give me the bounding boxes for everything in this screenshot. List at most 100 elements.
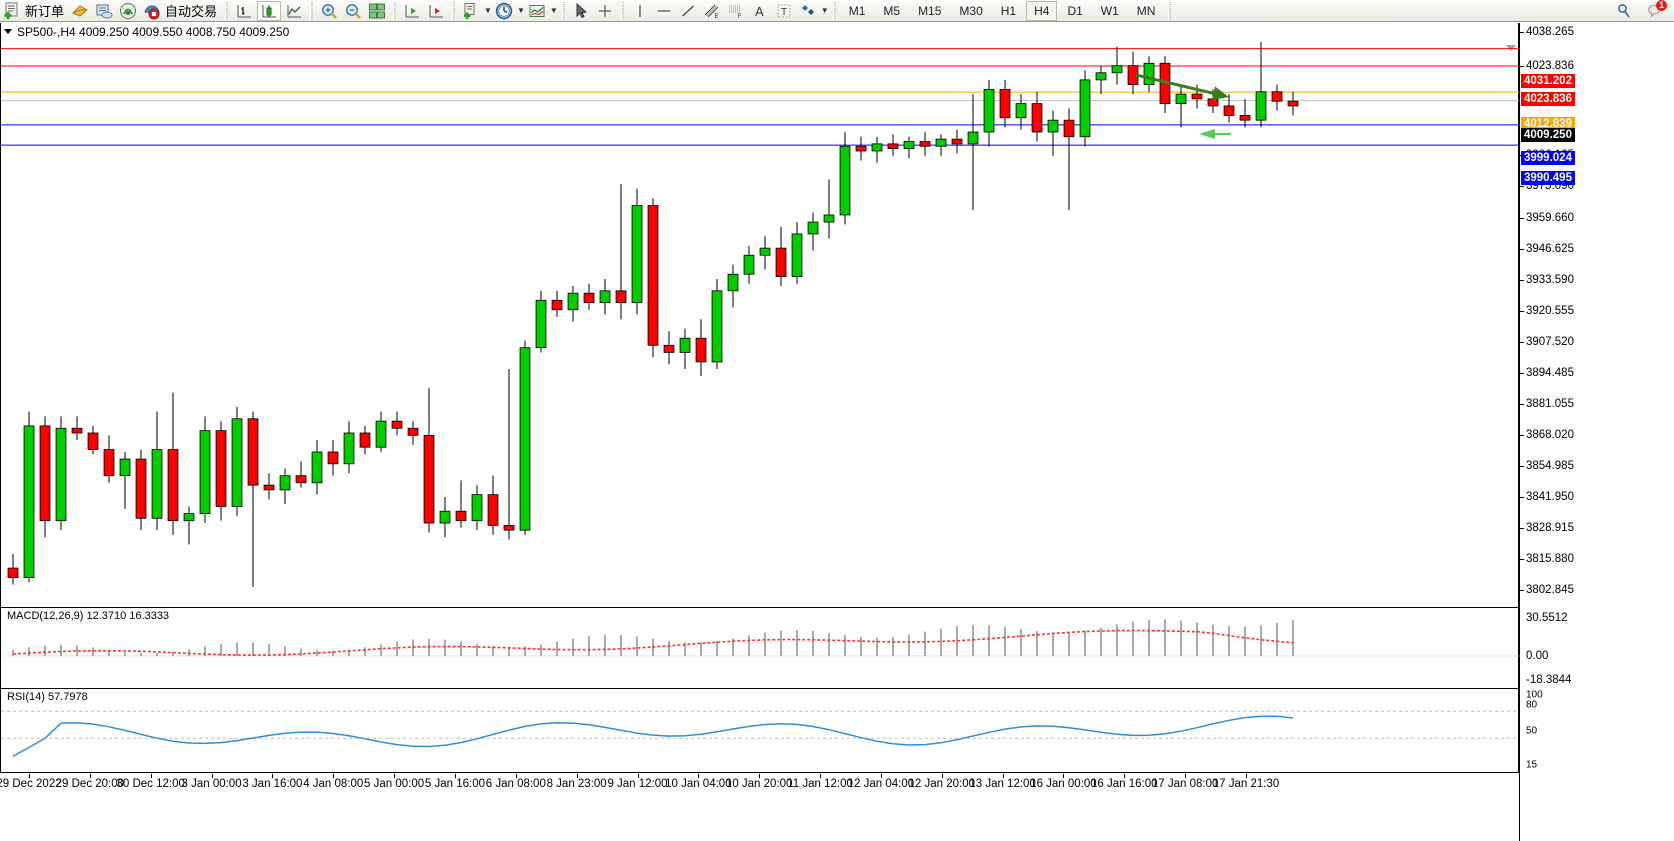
candle-body xyxy=(647,205,659,346)
macd-histogram-bar xyxy=(1100,627,1102,656)
search-icon[interactable] xyxy=(1613,1,1635,21)
symbols-icon[interactable] xyxy=(366,1,388,21)
price-axis-tick xyxy=(1520,372,1524,374)
candle-body xyxy=(343,432,355,465)
new-order-label[interactable]: 新订单 xyxy=(25,4,65,19)
chevron-down-icon[interactable]: ▼ xyxy=(516,6,525,15)
macd-histogram-bar xyxy=(380,644,382,656)
cursor-icon[interactable] xyxy=(570,1,592,21)
macd-histogram-bar xyxy=(636,636,638,656)
candle-body xyxy=(407,427,419,436)
macd-histogram-bar xyxy=(860,636,862,656)
candle-body xyxy=(247,418,259,486)
candle-body xyxy=(1223,105,1235,116)
time-axis-label: 29 Dec 2022 xyxy=(0,778,62,790)
scroll-start-icon[interactable] xyxy=(401,1,423,21)
timeframe-mn[interactable]: MN xyxy=(1136,3,1156,18)
time-axis-tick xyxy=(637,774,639,778)
macd-pane[interactable]: MACD(12,26,9) 12.3710 16.3333 xyxy=(1,607,1520,687)
objects-icon[interactable] xyxy=(797,1,819,21)
trendline-icon[interactable] xyxy=(677,1,699,21)
macd-plot xyxy=(1,619,1520,657)
candle-body xyxy=(855,145,867,152)
indicators-icon[interactable] xyxy=(526,1,548,21)
candle-body xyxy=(391,420,403,429)
signals-icon[interactable] xyxy=(117,1,139,21)
autotrading-icon[interactable] xyxy=(141,1,163,21)
macd-histogram-bar xyxy=(220,643,222,656)
chevron-down-icon[interactable]: ▼ xyxy=(549,6,558,15)
macd-histogram-bar xyxy=(1260,625,1262,656)
price-axis-highlight-label[interactable]: 3999.024 xyxy=(1521,151,1575,165)
main-toolbar[interactable]: 新订单 自动交易 xyxy=(0,0,1674,22)
alerts-icon[interactable]: 1 xyxy=(1644,0,1667,21)
candlestick-chart-icon[interactable] xyxy=(257,0,282,21)
scroll-end-icon[interactable] xyxy=(425,1,447,21)
time-axis-tick xyxy=(1185,774,1187,778)
period-icon[interactable] xyxy=(493,1,515,21)
svg-text:F: F xyxy=(737,14,741,20)
timeframe-h1[interactable]: H1 xyxy=(1000,3,1017,18)
autotrading-label[interactable]: 自动交易 xyxy=(165,4,218,19)
timeframe-w1[interactable]: W1 xyxy=(1100,3,1119,18)
crosshair-icon[interactable] xyxy=(594,1,616,21)
time-axis-tick xyxy=(394,774,396,778)
candle-body xyxy=(199,430,211,514)
chart-plot-border: MACD(12,26,9) 12.3710 16.3333 RSI(14) 57… xyxy=(0,23,1520,790)
price-pointer-arrow[interactable] xyxy=(1199,129,1231,139)
macd-histogram-bar xyxy=(284,646,286,656)
price-axis-highlight-label[interactable]: 4009.250 xyxy=(1521,128,1575,142)
price-axis-label: 3907.520 xyxy=(1526,335,1574,348)
macd-histogram-bar xyxy=(956,626,958,656)
zoom-out-icon[interactable] xyxy=(342,1,364,21)
rsi-axis-label: 100 xyxy=(1526,689,1543,701)
chart-scroll-marker[interactable] xyxy=(1506,45,1516,51)
price-pane[interactable] xyxy=(1,23,1520,606)
horizontal-line-icon[interactable] xyxy=(653,1,675,21)
price-axis-label: 4023.836 xyxy=(1526,60,1574,73)
text-icon[interactable]: T xyxy=(773,1,795,21)
macd-histogram-bar xyxy=(268,643,270,656)
timeframe-m1[interactable]: M1 xyxy=(848,3,866,18)
line-chart-icon[interactable] xyxy=(283,1,305,21)
equidistant-channel-icon[interactable]: E xyxy=(701,1,723,21)
candle-body xyxy=(999,88,1011,119)
time-axis-tick xyxy=(211,774,213,778)
price-axis-highlight-label[interactable]: 4031.202 xyxy=(1521,74,1575,88)
chevron-down-icon[interactable] xyxy=(4,29,12,34)
down-trend-arrow[interactable] xyxy=(1135,73,1229,101)
rsi-pane[interactable]: RSI(14) 57.7978 xyxy=(1,688,1520,773)
candle-body xyxy=(455,510,467,522)
candle-body xyxy=(7,567,19,578)
time-axis-label: 17 Jan 08:00 xyxy=(1151,778,1219,790)
data-window-icon[interactable] xyxy=(93,1,115,21)
chevron-down-icon[interactable]: ▼ xyxy=(820,6,829,15)
price-axis-label: 3868.020 xyxy=(1526,429,1574,442)
text-label-icon[interactable]: A xyxy=(749,1,771,21)
templates-icon[interactable] xyxy=(460,1,482,21)
macd-histogram-bar xyxy=(588,636,590,656)
chart-window[interactable]: SP500-,H4 4009.250 4009.550 4008.750 400… xyxy=(0,22,1674,841)
timeframe-m5[interactable]: M5 xyxy=(883,3,901,18)
price-axis-highlight-label[interactable]: 3990.495 xyxy=(1521,171,1575,185)
vertical-line-icon[interactable] xyxy=(629,1,651,21)
expert-advisor-icon[interactable] xyxy=(69,1,91,21)
time-axis-label: 5 Jan 16:00 xyxy=(424,778,485,790)
bar-chart-icon[interactable] xyxy=(233,1,255,21)
timeframe-m15[interactable]: M15 xyxy=(918,3,942,18)
macd-histogram-bar xyxy=(1148,619,1150,656)
timeframe-h4[interactable]: H4 xyxy=(1026,0,1058,21)
price-axis-highlight-label[interactable]: 4012.839 xyxy=(1521,117,1575,131)
macd-histogram-bar xyxy=(844,635,846,656)
timeframe-m30[interactable]: M30 xyxy=(959,3,983,18)
price-axis[interactable]: 4038.2654023.8363986.1253973.0903959.660… xyxy=(1519,23,1674,841)
candle-body xyxy=(759,247,771,256)
new-order-icon[interactable] xyxy=(1,1,23,21)
timeframe-d1[interactable]: D1 xyxy=(1067,3,1083,18)
fibonacci-icon[interactable]: F xyxy=(725,1,747,21)
macd-label: MACD(12,26,9) 12.3710 16.3333 xyxy=(5,610,172,622)
time-axis-label: 29 Dec 20:00 xyxy=(55,778,125,790)
chevron-down-icon[interactable]: ▼ xyxy=(484,6,492,15)
zoom-in-icon[interactable] xyxy=(318,1,340,21)
price-axis-highlight-label[interactable]: 4023.836 xyxy=(1521,92,1575,106)
